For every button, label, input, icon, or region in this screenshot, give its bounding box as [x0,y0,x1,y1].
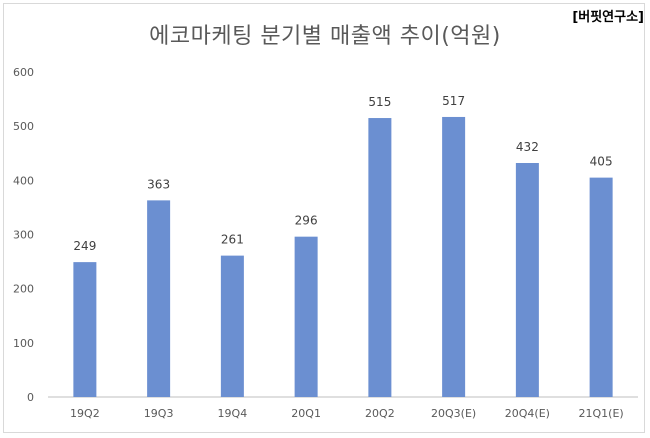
x-tick-label: 20Q2 [365,407,395,420]
data-label: 405 [590,155,613,169]
x-tick-label: 19Q2 [70,407,100,420]
y-tick-label: 0 [27,391,34,404]
y-tick-label: 100 [13,337,34,350]
x-tick-label: 21Q1(E) [579,407,624,420]
y-tick-label: 600 [13,66,34,79]
bar [515,163,539,397]
y-tick-label: 300 [13,229,34,242]
x-tick-label: 19Q3 [144,407,174,420]
bar [73,262,97,397]
chart-title: 에코마케팅 분기별 매출액 추이(억원) [149,24,501,49]
data-label: 296 [295,214,318,228]
bar [294,236,318,397]
data-label: 363 [147,177,170,191]
x-tick-label: 20Q1 [291,407,321,420]
y-tick-label: 200 [13,283,34,296]
bar [589,177,613,397]
bar [147,200,171,397]
data-label: 517 [442,94,465,108]
x-tick-label: 20Q4(E) [505,407,550,420]
y-tick-label: 400 [13,174,34,187]
y-tick-label: 500 [13,120,34,133]
x-tick-label: 19Q4 [218,407,248,420]
data-label: 261 [221,233,244,247]
data-label: 249 [73,239,96,253]
data-label: 432 [516,140,539,154]
bar [368,118,392,398]
x-tick-label: 20Q3(E) [431,407,476,420]
bar [220,255,244,397]
source-label: [버핏연구소] [572,10,644,25]
bar [442,116,466,397]
data-label: 515 [368,95,391,109]
